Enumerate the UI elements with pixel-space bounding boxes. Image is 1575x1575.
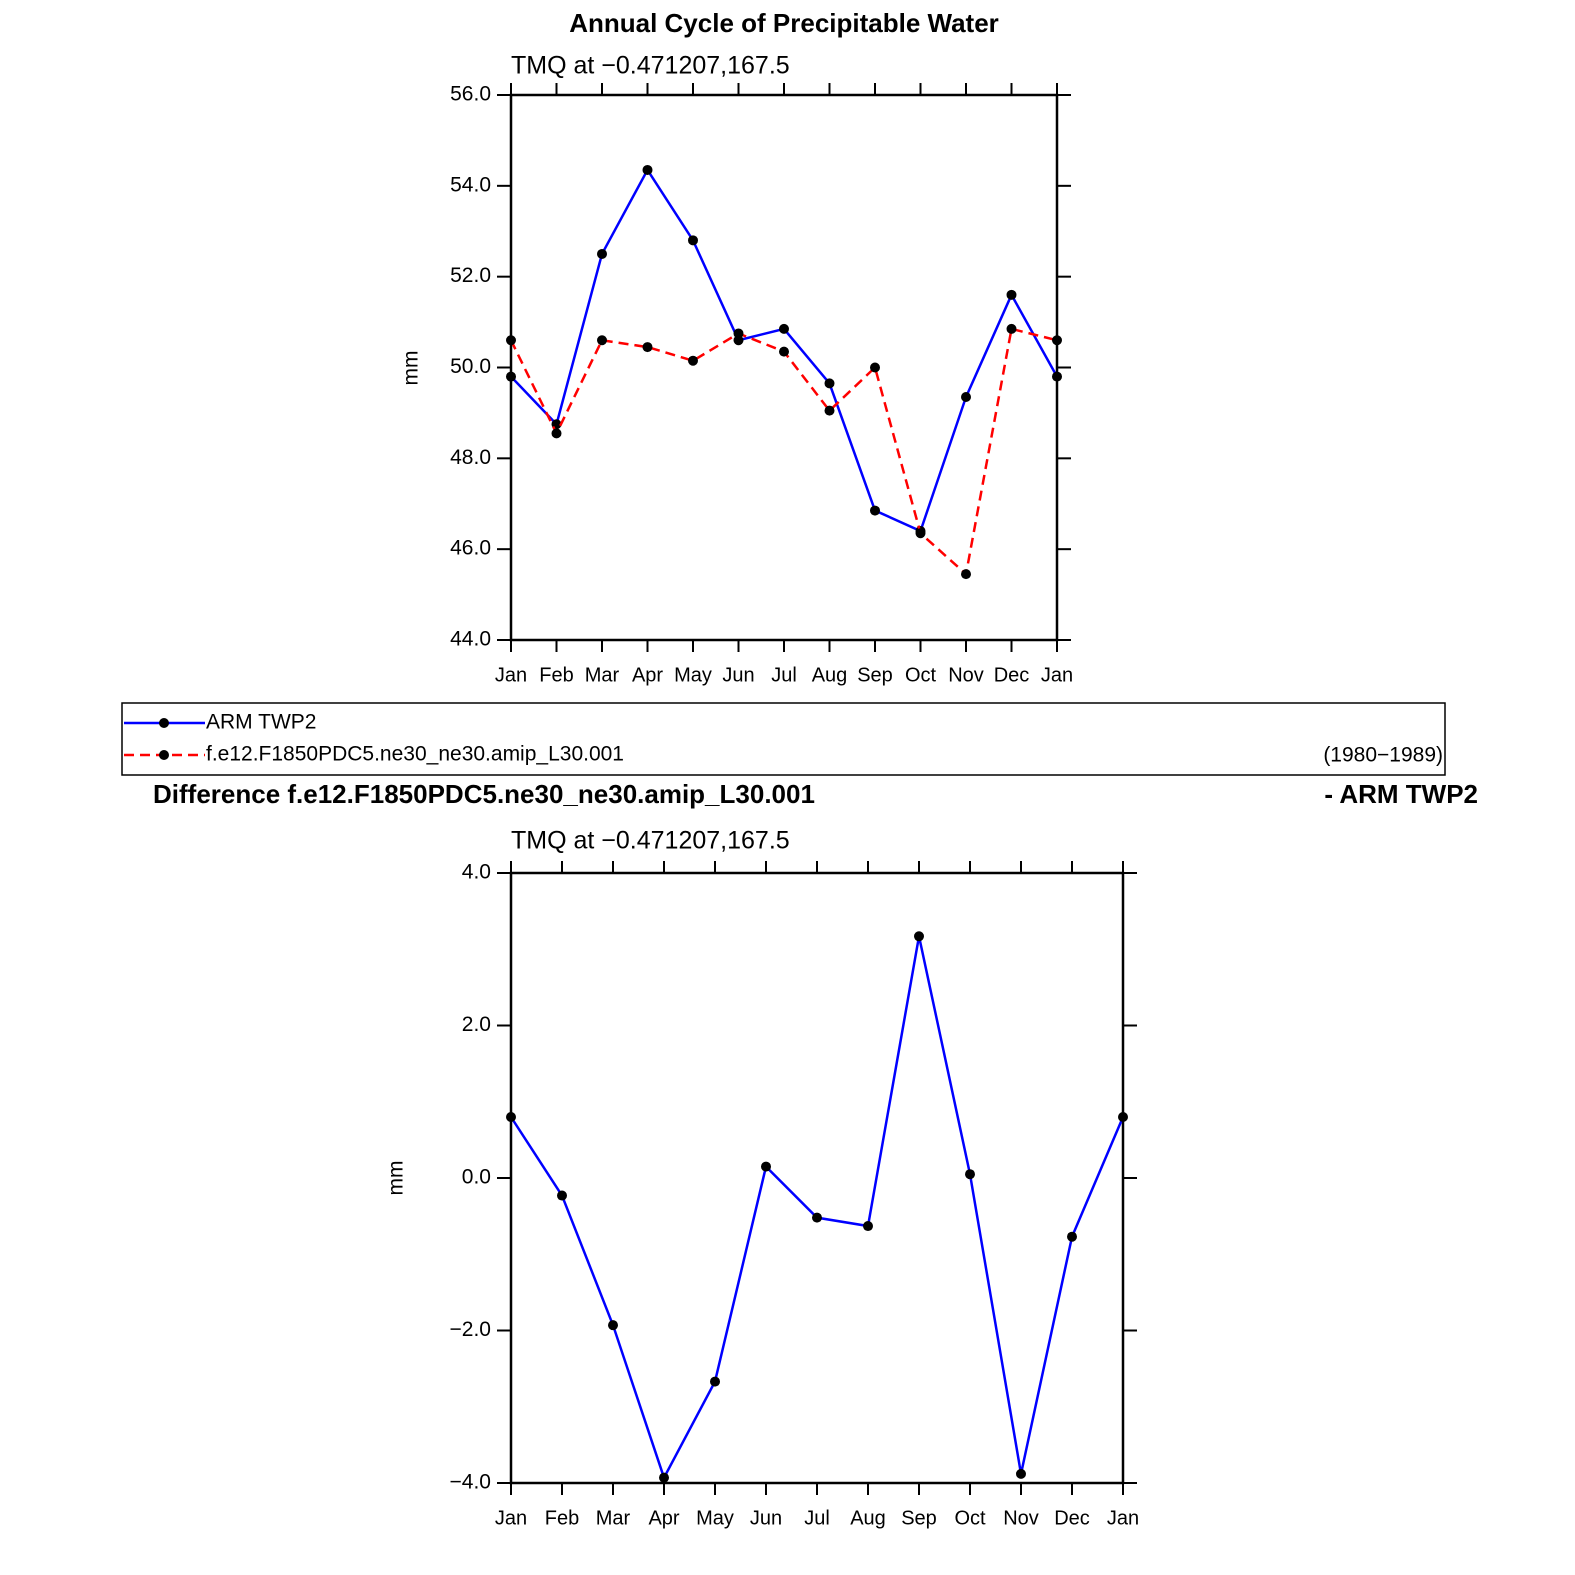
y-axis-label: mm (400, 351, 423, 386)
chart-subtitle: TMQ at −0.471207,167.5 (511, 52, 790, 80)
legend-box (121, 702, 1446, 776)
data-point (1067, 1231, 1077, 1242)
chart-title: Annual Cycle of Precipitable Water (569, 8, 999, 38)
data-point (688, 235, 698, 246)
y-tick-label: 46.0 (450, 537, 491, 560)
data-point (824, 405, 835, 416)
data-point (870, 505, 880, 516)
y-tick-label: 2.0 (462, 1013, 491, 1036)
data-point (961, 569, 971, 580)
plot-frame (509, 93, 1059, 642)
x-tick-label: Jul (771, 664, 797, 686)
x-tick-label: Jan (495, 1507, 527, 1529)
data-point (915, 528, 926, 539)
data-point (557, 1190, 567, 1201)
x-tick-label: Mar (585, 664, 620, 686)
data-point (779, 346, 789, 357)
y-tick-label: −2.0 (450, 1318, 491, 1341)
x-tick-label: Sep (901, 1507, 937, 1529)
x-tick-label: May (696, 1507, 734, 1529)
data-point (642, 342, 653, 353)
chart-title-right: - ARM TWP2 (1324, 779, 1478, 809)
data-point (608, 1320, 618, 1331)
x-tick-label: Oct (954, 1507, 986, 1529)
y-tick-label: 4.0 (462, 861, 491, 884)
x-tick-label: May (674, 664, 712, 686)
y-tick-label: 52.0 (450, 264, 491, 287)
data-point (1016, 1468, 1026, 1479)
data-point (551, 428, 562, 439)
data-point (1006, 289, 1017, 300)
data-point (642, 164, 653, 175)
series-line (509, 936, 1125, 1481)
data-point (659, 1472, 669, 1483)
x-tick-label: Oct (905, 664, 937, 686)
x-tick-label: Jun (722, 664, 754, 686)
data-point (1118, 1112, 1128, 1122)
data-point (761, 1161, 771, 1172)
y-tick-label: 0.0 (462, 1166, 491, 1189)
x-tick-label: Mar (596, 1507, 631, 1529)
data-point (597, 335, 607, 346)
x-tick-label: Jul (804, 1507, 830, 1529)
x-tick-label: Apr (632, 664, 663, 686)
data-point (733, 328, 744, 339)
data-point (1052, 335, 1062, 346)
series-line (509, 327, 1058, 577)
x-tick-label: Sep (857, 664, 893, 686)
data-point (870, 362, 880, 373)
legend-label: f.e12.F1850PDC5.ne30_ne30.amip_L30.001 (206, 743, 624, 766)
x-tick-label: Apr (648, 1507, 679, 1529)
x-tick-label: Dec (994, 664, 1030, 686)
legend-marker (159, 750, 169, 760)
data-point (863, 1221, 873, 1232)
data-point (779, 323, 789, 334)
legend-note: (1980−1989) (1323, 744, 1443, 767)
x-tick-label: Jun (750, 1507, 782, 1529)
y-tick-label: 50.0 (450, 355, 491, 378)
legend-marker (159, 718, 169, 728)
y-tick-label: −4.0 (450, 1471, 491, 1494)
data-point (914, 931, 924, 942)
x-tick-label: Feb (539, 664, 573, 686)
data-point (961, 392, 971, 403)
y-tick-label: 56.0 (450, 83, 491, 106)
plot-frame (509, 871, 1125, 1485)
data-point (1052, 371, 1062, 382)
data-point (506, 335, 516, 346)
data-point (965, 1169, 975, 1180)
data-point (506, 1112, 516, 1122)
x-tick-label: Feb (545, 1507, 579, 1529)
data-point (710, 1376, 720, 1387)
data-point (824, 378, 835, 389)
data-point (506, 371, 516, 382)
x-tick-label: Jan (1107, 1507, 1139, 1529)
chart-subtitle: TMQ at −0.471207,167.5 (511, 827, 790, 855)
y-tick-label: 54.0 (450, 173, 491, 196)
x-tick-label: Aug (850, 1507, 886, 1529)
data-point (1006, 323, 1017, 334)
x-tick-label: Aug (812, 664, 848, 686)
y-tick-label: 44.0 (450, 628, 491, 651)
x-tick-label: Nov (948, 664, 984, 686)
x-tick-label: Jan (495, 664, 527, 686)
legend-label: ARM TWP2 (206, 711, 316, 734)
x-tick-label: Nov (1003, 1507, 1039, 1529)
chart-title: Difference f.e12.F1850PDC5.ne30_ne30.ami… (153, 779, 815, 809)
x-tick-label: Jan (1041, 664, 1073, 686)
data-point (688, 355, 698, 366)
y-axis-label: mm (385, 1161, 408, 1196)
y-tick-label: 48.0 (450, 446, 491, 469)
x-tick-label: Dec (1054, 1507, 1090, 1529)
data-point (812, 1212, 822, 1223)
data-point (597, 248, 607, 259)
